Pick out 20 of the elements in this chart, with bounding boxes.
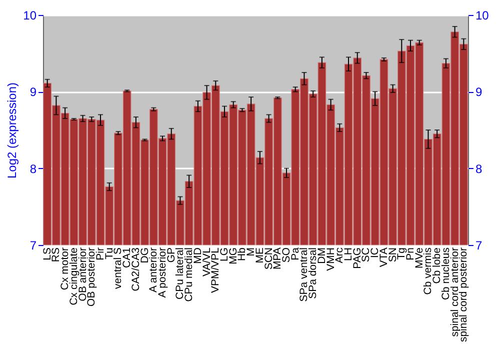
x-tick-label: DM	[316, 248, 328, 264]
y-tick-label: 9	[30, 85, 37, 100]
y2-tick-label: 10	[476, 8, 490, 22]
x-tick-label: RS	[50, 248, 62, 262]
x-tick-label: spinal cord posterior	[458, 246, 470, 342]
y2-tick-label: 8	[476, 162, 482, 176]
y-tick-label: 7	[30, 238, 37, 252]
x-tick-label: MD	[192, 247, 204, 264]
x-tick-label: A posterior	[156, 247, 168, 298]
x-tick-label: VTA	[378, 248, 390, 268]
y-axis-title: Log2 (expression)	[5, 82, 20, 179]
x-tick-label: ME	[254, 248, 266, 264]
y-tick-label: 10	[23, 8, 37, 22]
y2-tick-label: 9	[476, 85, 482, 100]
y-tick-label: 8	[30, 162, 37, 176]
y2-tick-label: 7	[476, 238, 482, 252]
x-tick-label: LG	[218, 248, 230, 262]
x-tick-label: Tg	[396, 247, 408, 260]
x-tick-label: Cx cingulate	[68, 247, 80, 306]
x-tick-label: Cb nucleus	[440, 248, 452, 300]
